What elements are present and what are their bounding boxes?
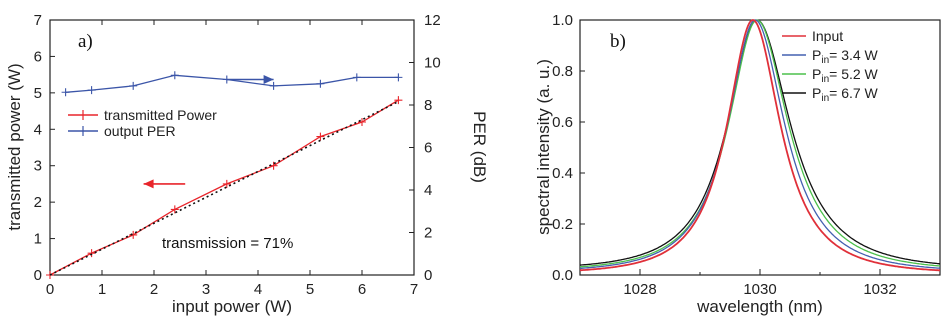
data-point-output-per — [394, 73, 403, 82]
panel-a-label: a) — [78, 31, 93, 52]
y-tick-label: 3 — [34, 158, 42, 175]
y-tick-label: 0.8 — [552, 63, 573, 80]
y2-tick-label: 0 — [424, 267, 432, 284]
y-tick-label: 4 — [34, 121, 42, 138]
x-tick-label: 0 — [46, 281, 54, 298]
y-tick-label: 0.2 — [552, 216, 573, 233]
panel-a-x-axis-label: input power (W) — [172, 297, 292, 316]
data-point-output-per — [352, 73, 361, 82]
y2-tick-label: 8 — [424, 97, 432, 114]
spectrum-line-p-in-6-7-w — [579, 19, 941, 266]
y2-tick-label: 6 — [424, 140, 432, 157]
legend-label-transmitted-power: transmitted Power — [104, 107, 217, 123]
data-point-transmitted-power — [394, 96, 403, 105]
panel-b-plot-frame — [579, 19, 941, 276]
panel-b-y-ticks: 0.0 0.2 0.4 0.6 0.8 1.0 — [552, 12, 585, 284]
data-point-transmitted-power — [129, 230, 138, 239]
data-point-output-per — [170, 71, 179, 80]
y-tick-label: 6 — [34, 48, 42, 65]
y2-tick-label: 4 — [424, 182, 432, 199]
panel-b-label: b) — [610, 31, 626, 52]
y-tick-label: 7 — [34, 12, 42, 29]
panel-b-spectra-chart: 1028 1030 1032 0.0 0.2 0.4 0.6 0.8 1.0 b) Input… — [534, 12, 941, 316]
x-tick-label: 1032 — [863, 281, 896, 298]
y-tick-label: 2 — [34, 194, 42, 211]
legend-label-pin-3-4: Pin= 3.4 W — [812, 47, 879, 66]
y-tick-label: 0 — [34, 267, 42, 284]
data-point-output-per — [269, 81, 278, 90]
arrow-head-transmitted-power — [143, 179, 154, 189]
y-tick-label: 5 — [34, 85, 42, 102]
y2-tick-label: 2 — [424, 225, 432, 242]
x-tick-label: 2 — [150, 281, 158, 298]
data-point-output-per — [129, 81, 138, 90]
spectrum-line-input — [579, 19, 941, 272]
x-tick-label: 1 — [98, 281, 106, 298]
panel-a-y2-axis-label: PER (dB) — [470, 111, 489, 183]
spectrum-line-p-in-5-2-w — [579, 19, 941, 268]
y-tick-label: 1 — [34, 231, 42, 248]
spectrum-line-p-in-3-4-w — [579, 19, 941, 270]
legend-label-pin-5-2: Pin= 5.2 W — [812, 66, 879, 85]
data-point-output-per — [316, 79, 325, 88]
x-tick-label: 7 — [410, 281, 418, 298]
x-tick-label: 1030 — [743, 281, 776, 298]
panel-b-x-axis-label: wavelength (nm) — [696, 297, 823, 316]
y-tick-label: 1.0 — [552, 12, 573, 29]
x-tick-label: 6 — [358, 281, 366, 298]
y2-tick-label: 10 — [424, 55, 441, 72]
data-point-transmitted-power — [222, 179, 231, 188]
data-point-output-per — [87, 86, 96, 95]
panel-a-legend: transmitted Power output PER — [68, 107, 217, 139]
legend-label-pin-6-7: Pin= 6.7 W — [812, 85, 879, 104]
y-tick-label: 0.6 — [552, 114, 573, 131]
x-tick-label: 3 — [202, 281, 210, 298]
x-tick-label: 5 — [306, 281, 314, 298]
data-point-transmitted-power — [87, 249, 96, 258]
transmission-annotation: transmission = 71% — [162, 235, 293, 252]
panel-b-legend: Input Pin= 3.4 W Pin= 5.2 W Pin= 6.7 W — [782, 28, 879, 104]
panel-a-y-ticks: 0 1 2 3 4 5 6 7 — [34, 12, 55, 284]
panel-a-y-axis-label: transmitted power (W) — [5, 63, 24, 230]
data-point-transmitted-power — [316, 132, 325, 141]
panel-a-y2-ticks: 0 2 4 6 8 10 12 — [409, 12, 441, 284]
data-point-transmitted-power — [358, 118, 366, 126]
x-tick-label: 1028 — [623, 281, 656, 298]
data-point-transmitted-power — [170, 205, 179, 214]
panel-a-x-ticks: 0 1 2 3 4 5 6 7 — [46, 20, 418, 298]
legend-label-output-per: output PER — [104, 123, 176, 139]
panel-b-series — [579, 19, 941, 272]
panel-a-arrows — [143, 75, 274, 189]
legend-label-input: Input — [812, 28, 843, 44]
panel-b-x-ticks: 1028 1030 1032 — [579, 269, 941, 298]
arrow-head-output-per — [263, 75, 274, 84]
y2-tick-label: 12 — [424, 12, 441, 29]
data-point-output-per — [61, 88, 70, 97]
y-tick-label: 0.4 — [552, 165, 573, 182]
series-line-output-per — [65, 74, 399, 93]
y-tick-label: 0.0 — [552, 267, 573, 284]
x-tick-label: 4 — [254, 281, 262, 298]
panel-b-y-axis-label: spectral intensity (a. u.) — [534, 59, 553, 235]
